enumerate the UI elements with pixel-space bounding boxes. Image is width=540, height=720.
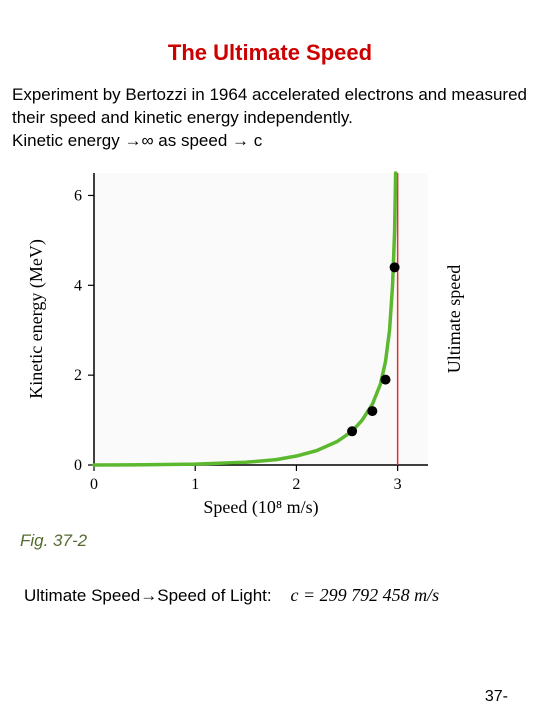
- svg-text:3: 3: [394, 476, 402, 493]
- figure-label: Fig. 37-2: [20, 531, 528, 551]
- svg-text:1: 1: [191, 476, 199, 493]
- page-number: 37-: [485, 688, 508, 706]
- speed-of-light-formula: c = 299 792 458 m/s: [291, 585, 440, 605]
- svg-text:4: 4: [74, 277, 82, 294]
- svg-text:6: 6: [74, 187, 82, 204]
- ultimate-speed-line: Ultimate Speed→Speed of Light: c = 299 7…: [24, 585, 528, 606]
- page-title: The Ultimate Speed: [12, 40, 528, 66]
- svg-text:Kinetic energy (MeV): Kinetic energy (MeV): [26, 239, 47, 399]
- svg-text:Speed (10⁸ m/s): Speed (10⁸ m/s): [203, 497, 318, 518]
- svg-text:Ultimate speed: Ultimate speed: [444, 265, 464, 373]
- svg-text:0: 0: [74, 457, 82, 474]
- description-line-2: Kinetic energy →∞ as speed → c: [12, 131, 262, 150]
- description-line-1: Experiment by Bertozzi in 1964 accelerat…: [12, 85, 527, 127]
- svg-text:0: 0: [90, 476, 98, 493]
- ultimate-speed-text: Ultimate Speed→Speed of Light:: [24, 586, 272, 605]
- svg-text:2: 2: [74, 367, 82, 384]
- description-text: Experiment by Bertozzi in 1964 accelerat…: [12, 84, 528, 153]
- chart-svg: 0 1 2 3 0 2 4 6 Speed (10⁸ m/s) Kinetic energy (M…: [24, 161, 474, 521]
- svg-text:2: 2: [292, 476, 300, 493]
- energy-speed-chart: 0 1 2 3 0 2 4 6 Speed (10⁸ m/s) Kinetic energy (M…: [24, 161, 474, 521]
